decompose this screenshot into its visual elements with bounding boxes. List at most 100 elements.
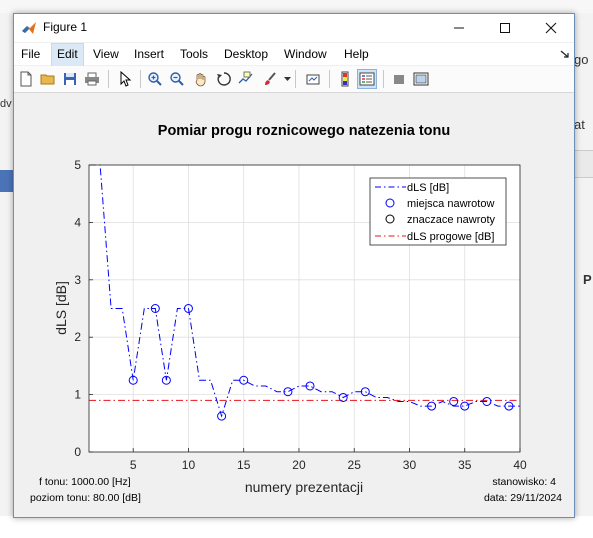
legend-label-threshold: dLS progowe [dB] bbox=[407, 231, 494, 243]
figure-window[interactable]: Figure 1 File Edit View Insert Tools Des… bbox=[13, 13, 575, 518]
x-tick-label: 40 bbox=[513, 458, 527, 472]
axes-box bbox=[88, 164, 521, 453]
annotation-poziom-tonu: poziom tonu: 80.00 [dB] bbox=[30, 492, 141, 504]
hide-plot-tools-icon bbox=[394, 75, 404, 84]
menu-insert[interactable]: Insert bbox=[134, 47, 165, 61]
pointer-icon bbox=[120, 71, 132, 87]
legend-swatch-reversals bbox=[385, 198, 395, 208]
legend-label-reversals: miejsca nawrotow bbox=[407, 198, 494, 210]
menu-edit[interactable]: Edit bbox=[51, 43, 84, 67]
zoom-out-button[interactable] bbox=[167, 69, 187, 89]
new-figure-icon bbox=[20, 71, 32, 87]
background-window-top bbox=[0, 0, 593, 13]
show-plot-tools-button[interactable] bbox=[411, 69, 431, 89]
reversal-marker bbox=[504, 401, 514, 411]
reversal-marker bbox=[482, 396, 492, 406]
background-panel-left bbox=[0, 170, 13, 192]
pan-button[interactable] bbox=[191, 69, 211, 89]
close-button[interactable] bbox=[528, 14, 574, 42]
show-plot-tools-icon bbox=[413, 72, 429, 86]
link-plot-button[interactable] bbox=[303, 69, 323, 89]
background-window-right bbox=[573, 0, 593, 538]
background-text-right-3: P bbox=[583, 272, 592, 287]
dock-arrow-icon[interactable] bbox=[560, 49, 570, 59]
reversal-marker bbox=[449, 396, 459, 406]
menu-help[interactable]: Help bbox=[344, 47, 369, 61]
reversal-marker bbox=[283, 387, 293, 397]
y-tick-label: 5 bbox=[74, 158, 81, 172]
toolbar-separator bbox=[140, 70, 141, 88]
background-text-right-2: at bbox=[574, 117, 585, 132]
menu-view[interactable]: View bbox=[93, 47, 119, 61]
x-tick-label: 25 bbox=[348, 458, 362, 472]
legend[interactable]: dLS [dB] miejsca nawrotow znaczace nawro… bbox=[369, 177, 507, 246]
zoom-in-button[interactable] bbox=[145, 69, 165, 89]
reversal-marker bbox=[239, 375, 249, 385]
save-button[interactable] bbox=[60, 69, 80, 89]
menu-file[interactable]: File bbox=[21, 47, 41, 61]
brush-button[interactable] bbox=[260, 69, 280, 89]
reversal-marker bbox=[183, 304, 193, 313]
background-window-bottom bbox=[0, 516, 593, 538]
open-file-button[interactable] bbox=[38, 69, 58, 89]
x-tick-label: 30 bbox=[403, 458, 417, 472]
menu-tools[interactable]: Tools bbox=[180, 47, 209, 61]
minimize-button[interactable] bbox=[436, 14, 482, 42]
x-tick-label: 35 bbox=[458, 458, 472, 472]
chart-svg: 5 10 15 20 25 30 35 40 0 1 2 3 4 5 Pomiar progu rozni… bbox=[30, 123, 562, 504]
background-panel-right bbox=[573, 150, 593, 178]
colorbar-icon bbox=[341, 71, 349, 87]
reversal-marker bbox=[338, 392, 348, 402]
reversal-marker bbox=[460, 401, 470, 411]
reversal-marker bbox=[128, 375, 138, 385]
series-group bbox=[89, 164, 520, 421]
toolbar-separator bbox=[108, 70, 109, 88]
maximize-button[interactable] bbox=[482, 14, 528, 42]
menu-bar: File Edit View Insert Tools Desktop Wind… bbox=[14, 43, 574, 67]
reversal-marker bbox=[150, 304, 160, 313]
window-title: Figure 1 bbox=[43, 20, 88, 34]
print-button[interactable] bbox=[82, 69, 102, 89]
legend-button[interactable] bbox=[357, 69, 377, 89]
pan-hand-icon bbox=[195, 73, 206, 87]
chart-title: Pomiar progu roznicowego natezenia tonu bbox=[158, 123, 450, 139]
toolbar-separator bbox=[329, 70, 330, 88]
toolbar bbox=[14, 66, 574, 93]
close-icon bbox=[545, 22, 557, 34]
annotation-stanowisko: stanowisko: 4 bbox=[492, 476, 556, 488]
menu-window[interactable]: Window bbox=[284, 47, 327, 61]
y-tick-label: 4 bbox=[74, 215, 81, 229]
printer-icon bbox=[85, 72, 99, 86]
reversal-marker bbox=[217, 411, 227, 421]
legend-icon bbox=[359, 72, 375, 86]
menu-desktop[interactable]: Desktop bbox=[224, 47, 269, 61]
title-bar[interactable]: Figure 1 bbox=[14, 14, 574, 42]
colorbar-button[interactable] bbox=[335, 69, 355, 89]
y-tick-label: 1 bbox=[74, 388, 81, 402]
new-figure-button[interactable] bbox=[16, 69, 36, 89]
brush-icon bbox=[265, 72, 276, 85]
edit-plot-button[interactable] bbox=[115, 69, 135, 89]
legend-label-dls: dLS [dB] bbox=[407, 182, 449, 194]
zoom-in-icon bbox=[148, 72, 162, 86]
reversal-marker bbox=[305, 381, 315, 391]
background-text-right-1: go bbox=[574, 52, 589, 67]
annotation-f-tonu: f tonu: 1000.00 [Hz] bbox=[39, 476, 131, 488]
dls-line bbox=[89, 164, 520, 418]
ticks-group: 5 10 15 20 25 30 35 40 0 1 2 3 4 5 bbox=[74, 158, 527, 472]
background-window-left bbox=[0, 0, 13, 538]
annotation-data: data: 29/11/2024 bbox=[484, 492, 562, 504]
brush-dropdown-icon[interactable] bbox=[284, 77, 291, 82]
y-tick-label: 3 bbox=[74, 273, 81, 287]
x-tick-label: 10 bbox=[182, 458, 196, 472]
folder-icon bbox=[40, 74, 55, 85]
y-axis-label: dLS [dB] bbox=[53, 281, 69, 335]
y-tick-label: 2 bbox=[74, 330, 81, 344]
data-cursor-button[interactable] bbox=[236, 69, 256, 89]
x-axis-label: numery prezentacji bbox=[245, 479, 363, 495]
legend-box bbox=[369, 177, 507, 246]
reversal-marker bbox=[360, 387, 370, 397]
hide-plot-tools-button[interactable] bbox=[389, 69, 409, 89]
matlab-icon bbox=[21, 20, 37, 36]
rotate-3d-button[interactable] bbox=[214, 69, 234, 89]
